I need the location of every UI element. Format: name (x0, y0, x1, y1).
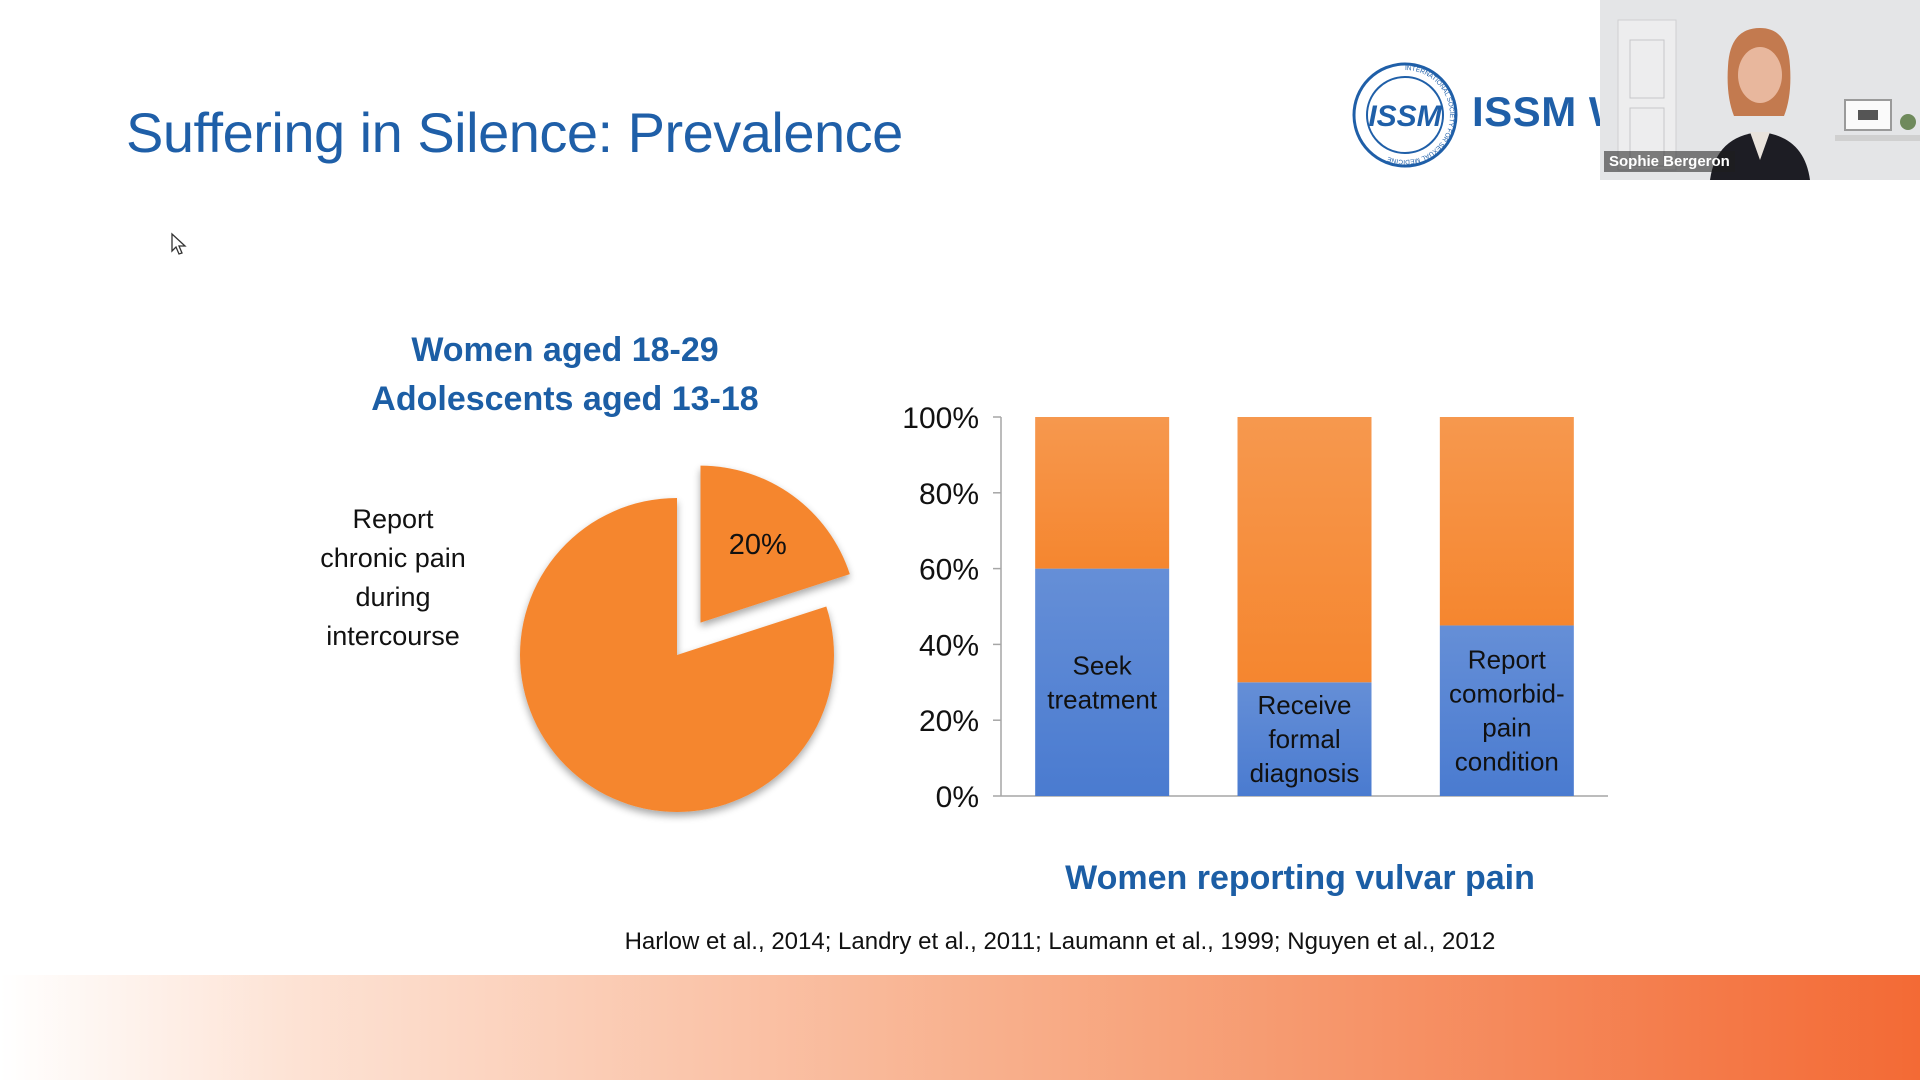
pie-description: Report chronic pain during intercourse (300, 500, 486, 656)
logo-mark: ISSM (1368, 100, 1442, 133)
y-tick-label: 60% (919, 554, 979, 587)
pie-description-line: chronic pain (320, 543, 466, 573)
category-label-line: treatment (1047, 684, 1158, 714)
bar-chart-subtitle: Women reporting vulvar pain (1065, 859, 1535, 897)
category-label-line: Report (1468, 645, 1547, 675)
category-label: Seek treatment (1047, 650, 1158, 714)
y-tick-label: 20% (919, 705, 979, 738)
bar-segment (1237, 682, 1372, 796)
pie-heading: Women aged 18-29 Adolescents aged 13-18 (300, 326, 830, 424)
category-label-line: formal (1268, 724, 1340, 754)
y-tick-label: 0% (936, 781, 979, 814)
category-label: Receive formal diagnosis (1250, 690, 1360, 788)
category-label-line: pain (1482, 713, 1531, 743)
bar-segment (1439, 417, 1574, 626)
category-label: Report comorbid-pain condition (1449, 645, 1565, 777)
mouse-cursor-icon (171, 232, 187, 255)
pie-heading-line2: Adolescents aged 13-18 (371, 380, 759, 418)
y-tick-label: 100% (902, 402, 979, 435)
bar-segment (1237, 417, 1372, 683)
pie-description-line: during (355, 582, 431, 612)
category-label-line: diagnosis (1250, 758, 1360, 788)
bar-segment (1439, 625, 1574, 796)
category-label-line: comorbid- (1449, 679, 1565, 709)
stacked-bar-chart: 0% 20% 40% 60% 80% 100% Seek treatment Receive fo… (902, 402, 1608, 814)
issm-logo: INTERNATIONAL SOCIETY FOR SEXUAL MEDICIN… (1352, 62, 1458, 168)
y-tick-label: 40% (919, 629, 979, 662)
citation: Harlow et al., 2014; Landry et al., 2011… (624, 928, 1496, 955)
pie-slice-label: 20% (729, 529, 787, 561)
slide-title: Suffering in Silence: Prevalence (126, 101, 903, 164)
category-label-line: Seek (1073, 650, 1133, 680)
pie-heading-line1: Women aged 18-29 (411, 331, 719, 369)
pie-description-line: Report (352, 504, 434, 534)
bar-segment (1035, 417, 1170, 569)
y-tick-label: 80% (919, 478, 979, 511)
pie-slice (520, 498, 834, 812)
bar-segment (1035, 568, 1170, 796)
footer-gradient-band (0, 975, 1920, 1080)
participant-video[interactable]: Sophie Bergeron (1600, 0, 1920, 180)
video-feed (1600, 0, 1920, 180)
participant-name: Sophie Bergeron (1604, 151, 1735, 172)
category-label-line: condition (1455, 747, 1559, 777)
pie-chart: 20% (520, 465, 850, 812)
category-label-line: Receive (1258, 690, 1352, 720)
pie-description-line: intercourse (326, 621, 460, 651)
pie-slice (700, 465, 850, 623)
